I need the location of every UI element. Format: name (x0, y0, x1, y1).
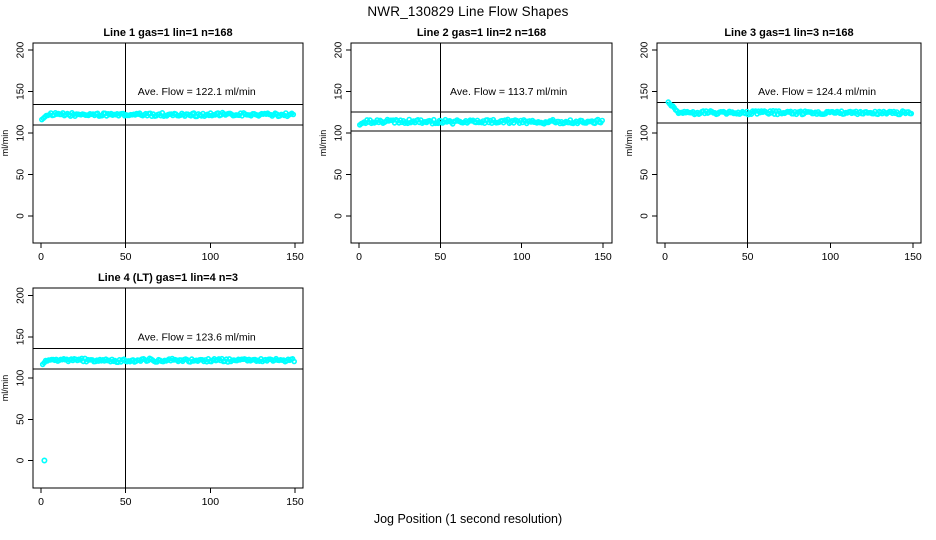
flow-data-points (665, 99, 915, 118)
plot-box (32, 42, 304, 244)
subplot-line-3: 0 50 100 150 200 0 50 100 150 ml/min Line 3 gas=1 … (624, 27, 922, 263)
average-flow-annotation: Ave. Flow = 113.7 ml/min (450, 86, 567, 98)
y-tick-label: 100 (16, 369, 27, 386)
subplot-title: Line 3 gas=1 lin=3 n=168 (724, 27, 853, 39)
y-tick-label: 100 (640, 124, 651, 141)
data-point (291, 358, 298, 365)
plot-box (32, 287, 304, 489)
x-tick-label: 0 (38, 496, 44, 508)
y-axis-unit-label: ml/min (624, 130, 634, 157)
y-tick-label: 200 (16, 41, 27, 58)
y-tick-label: 150 (334, 83, 345, 100)
plot-box (350, 42, 613, 244)
y-tick-label: 50 (334, 169, 345, 181)
average-flow-annotation: Ave. Flow = 123.6 ml/min (138, 331, 256, 343)
average-flow-annotation: Ave. Flow = 124.4 ml/min (758, 86, 876, 98)
y-tick-label: 0 (16, 457, 27, 463)
y-tick-label: 50 (16, 413, 27, 425)
y-axis-unit-label: ml/min (318, 130, 328, 157)
y-tick-label: 50 (16, 169, 27, 181)
y-axis-unit-label: ml/min (0, 130, 10, 157)
y-tick-label: 200 (640, 41, 651, 58)
x-tick-label: 150 (286, 251, 304, 263)
x-tick-label: 50 (120, 251, 132, 263)
y-tick-label: 0 (334, 213, 345, 219)
y-tick-label: 150 (640, 83, 651, 100)
y-tick-label: 50 (640, 169, 651, 181)
y-tick-label: 150 (16, 83, 27, 100)
data-point (290, 111, 297, 118)
flow-data-points (39, 355, 298, 464)
x-tick-label: 0 (356, 251, 362, 263)
x-axis-label: Jog Position (1 second resolution) (373, 512, 563, 526)
y-tick-label: 100 (16, 124, 27, 141)
y-tick-label: 100 (334, 124, 345, 141)
x-tick-label: 50 (120, 496, 132, 508)
subplot-line-2: 0 50 100 150 200 0 50 100 150 ml/min Line 2 gas=1 … (318, 27, 613, 263)
plot-box (656, 42, 922, 244)
y-tick-label: 200 (16, 287, 27, 304)
x-tick-label: 0 (38, 251, 44, 263)
subplot-title: Line 2 gas=1 lin=2 n=168 (417, 27, 546, 39)
y-tick-label: 150 (16, 328, 27, 345)
subplot-line-4: 0 50 100 150 200 0 50 100 150 ml/min Line 4 (LT) g… (0, 272, 304, 508)
x-tick-label: 100 (513, 251, 531, 263)
x-tick-label: 50 (742, 251, 754, 263)
average-flow-annotation: Ave. Flow = 122.1 ml/min (138, 86, 256, 98)
subplot-title: Line 1 gas=1 lin=1 n=168 (103, 27, 232, 39)
x-tick-label: 100 (202, 496, 220, 508)
x-tick-label: 100 (202, 251, 220, 263)
flow-data-points (356, 116, 606, 128)
subplot-line-1: 0 50 100 150 200 0 50 100 150 ml/min Line 1 gas=1 … (0, 27, 304, 263)
x-tick-label: 0 (662, 251, 668, 263)
y-tick-label: 0 (640, 213, 651, 219)
data-point (599, 117, 606, 124)
y-tick-label: 0 (16, 213, 27, 219)
x-tick-label: 150 (904, 251, 922, 263)
y-axis-unit-label: ml/min (0, 375, 10, 402)
x-tick-label: 100 (822, 251, 840, 263)
data-point (908, 110, 915, 117)
subplot-title: Line 4 (LT) gas=1 lin=4 n=3 (98, 272, 238, 284)
x-tick-label: 150 (286, 496, 304, 508)
x-tick-label: 150 (594, 251, 612, 263)
x-tick-label: 50 (434, 251, 446, 263)
flow-data-points (38, 109, 297, 123)
outlier-point (41, 457, 48, 464)
main-title: NWR_130829 Line Flow Shapes (367, 4, 569, 19)
y-tick-label: 200 (334, 41, 345, 58)
